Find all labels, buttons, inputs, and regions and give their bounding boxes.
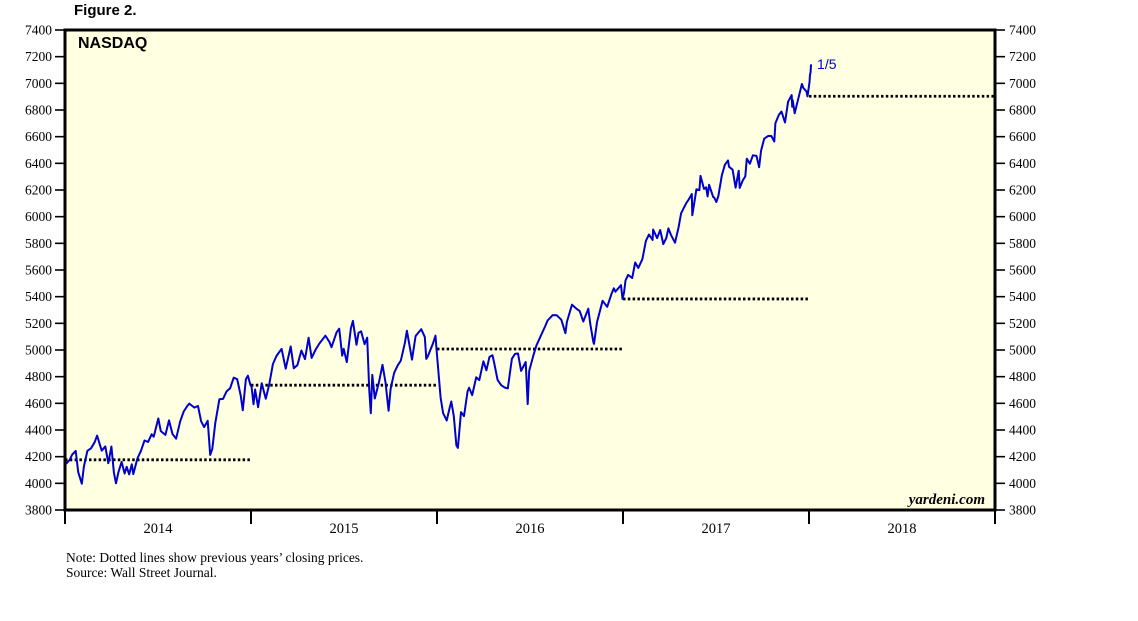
latest-point-annotation: 1/5 (817, 56, 837, 72)
y-tick-label-right: 7200 (1009, 49, 1036, 64)
previous-close-dotted-lines (65, 94, 995, 462)
y-tick-label-left: 5000 (25, 343, 52, 358)
y-tick-label-right: 3800 (1009, 503, 1036, 518)
y-tick-label-right: 7000 (1009, 76, 1036, 91)
y-tick-label-left: 4200 (25, 449, 52, 464)
nasdaq-line-chart: 3800 4000 4200 4400 4600 4800 5000 5200 5400 5600… (25, 23, 1036, 538)
y-tick-label-left: 5200 (25, 316, 52, 331)
y-tick-label-right: 6200 (1009, 183, 1036, 198)
y-tick-label-right: 6000 (1009, 209, 1036, 224)
y-tick-label-right: 6600 (1009, 129, 1036, 144)
y-tick-label-right: 5800 (1009, 236, 1036, 251)
y-tick-label-left: 4000 (25, 476, 52, 491)
y-tick-label-left: 6000 (25, 209, 52, 224)
y-tick-label-right: 6800 (1009, 103, 1036, 118)
footnotes: Note: Dotted lines show previous years’ … (66, 550, 364, 580)
watermark: yardeni.com (907, 492, 985, 508)
y-tick-label-right: 5200 (1009, 316, 1036, 331)
y-axis-left: 3800 4000 4200 4400 4600 4800 5000 5200 5400 5600… (25, 23, 65, 518)
nasdaq-price-line (64, 64, 812, 485)
y-tick-label-left: 5600 (25, 263, 52, 278)
y-tick-label-left: 5800 (25, 236, 52, 251)
y-tick-label-left: 6800 (25, 103, 52, 118)
plot-area (65, 30, 995, 510)
x-year-label: 2018 (888, 521, 917, 537)
y-tick-label-right: 7400 (1009, 23, 1036, 38)
y-tick-label-right: 4800 (1009, 369, 1036, 384)
note-text: Note: Dotted lines show previous years’ … (66, 550, 364, 565)
figure-label: Figure 2. (74, 2, 137, 19)
x-year-label: 2017 (702, 521, 731, 537)
y-tick-label-left: 7400 (25, 23, 52, 38)
y-tick-label-right: 4000 (1009, 476, 1036, 491)
x-year-label: 2016 (516, 521, 545, 537)
x-axis: 2014 2015 2016 2017 2018 (64, 510, 996, 537)
y-tick-label-right: 4200 (1009, 449, 1036, 464)
y-tick-label-left: 6600 (25, 129, 52, 144)
y-tick-label-left: 7000 (25, 76, 52, 91)
y-tick-label-right: 5000 (1009, 343, 1036, 358)
y-tick-label-right: 6400 (1009, 156, 1036, 171)
chart-title: NASDAQ (78, 35, 147, 52)
source-text: Source: Wall Street Journal. (66, 564, 217, 580)
y-axis-right: 3800 4000 4200 4400 4600 4800 5000 5200 5400 5600… (995, 23, 1036, 518)
y-tick-label-right: 5400 (1009, 289, 1036, 304)
y-tick-label-left: 3800 (25, 503, 52, 518)
y-tick-label-left: 7200 (25, 49, 52, 64)
x-year-label: 2015 (330, 521, 359, 537)
y-tick-label-left: 6200 (25, 183, 52, 198)
y-tick-label-left: 4400 (25, 423, 52, 438)
y-tick-label-right: 4400 (1009, 423, 1036, 438)
y-tick-label-left: 4600 (25, 396, 52, 411)
y-tick-label-left: 6400 (25, 156, 52, 171)
y-tick-label-left: 5400 (25, 289, 52, 304)
y-tick-label-right: 5600 (1009, 263, 1036, 278)
x-year-label: 2014 (144, 521, 174, 537)
y-tick-label-left: 4800 (25, 369, 52, 384)
y-tick-label-right: 4600 (1009, 396, 1036, 411)
